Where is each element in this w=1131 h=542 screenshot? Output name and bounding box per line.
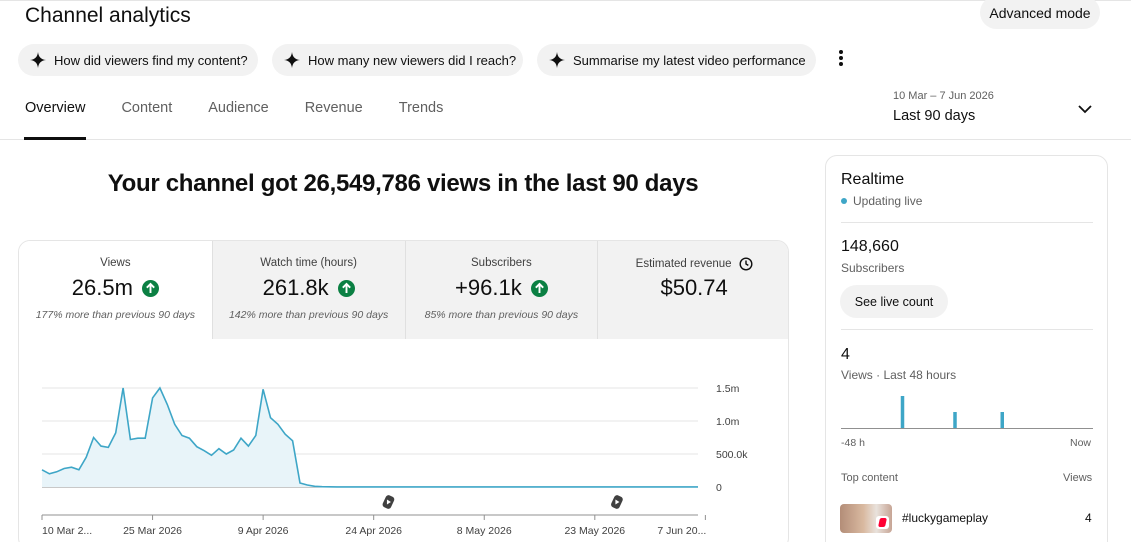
views-column-label: Views: [1063, 472, 1093, 484]
divider: [841, 329, 1093, 330]
trend-up-icon: [337, 279, 355, 297]
x-tick-label: 25 Mar 2026: [123, 525, 182, 537]
metric-label: Estimated revenue: [598, 257, 788, 271]
x-tick-label: 24 Apr 2026: [345, 525, 402, 537]
shorts-icon-play: [615, 499, 620, 505]
video-thumbnail[interactable]: [840, 504, 892, 533]
suggestion-chip-viewers-find[interactable]: How did viewers find my content?: [18, 44, 258, 76]
tab-bar: Overview Content Audience Revenue Trends: [23, 100, 479, 140]
chip-label: Summarise my latest video performance: [573, 52, 806, 68]
trend-up-icon: [141, 279, 159, 297]
divider: [841, 222, 1093, 223]
live-status: Updating live: [841, 194, 922, 208]
chevron-down-icon[interactable]: [1077, 101, 1093, 117]
realtime-views-count: 4: [841, 346, 850, 363]
y-tick-label: 1.5m: [716, 383, 740, 395]
more-options-icon[interactable]: [833, 48, 849, 68]
tab-content[interactable]: Content: [121, 100, 173, 116]
subscriber-count: 148,660: [841, 238, 899, 255]
page-title: Channel analytics: [25, 4, 191, 27]
metric-watch-time[interactable]: Watch time (hours) 261.8k 142% more than…: [211, 241, 405, 339]
metric-value: 261.8k: [213, 275, 405, 301]
realtime-bar: [900, 396, 905, 428]
views-line: [41, 386, 698, 488]
tab-revenue[interactable]: Revenue: [304, 100, 363, 116]
date-range-label: Last 90 days: [893, 108, 976, 124]
suggestion-chip-new-viewers[interactable]: How many new viewers did I reach?: [272, 44, 523, 76]
metric-comparison: 142% more than previous 90 days: [228, 309, 389, 321]
metric-views[interactable]: Views 26.5m 177% more than previous 90 d…: [19, 241, 212, 339]
sparkle-icon: [30, 52, 46, 68]
metric-comparison: 177% more than previous 90 days: [35, 309, 196, 321]
x-tick-label: 9 Apr 2026: [238, 525, 289, 537]
x-tick-label: 23 May 2026: [564, 525, 625, 537]
realtime-bar-chart: [841, 396, 1093, 429]
x-tick-label: 8 May 2026: [457, 525, 512, 537]
metric-value: 26.5m: [19, 275, 212, 301]
top-content-title[interactable]: #luckygameplay: [902, 511, 989, 525]
sparkle-icon: [284, 52, 300, 68]
overview-card: Views 26.5m 177% more than previous 90 d…: [18, 240, 789, 542]
shorts-icon: [382, 495, 395, 509]
metric-value: +96.1k: [406, 275, 598, 301]
y-tick-label: 0: [716, 482, 722, 494]
metric-value: $50.74: [660, 275, 728, 300]
subscriber-label: Subscribers: [841, 261, 905, 275]
sparkle-icon: [549, 52, 565, 68]
metric-tabs: Views 26.5m 177% more than previous 90 d…: [19, 241, 788, 339]
shorts-icon: [876, 516, 889, 529]
realtime-bar: [953, 412, 957, 428]
metric-label: Watch time (hours): [260, 257, 357, 269]
realtime-axis-start: -48 h: [841, 437, 865, 449]
realtime-bar: [1000, 412, 1004, 428]
y-tick-label: 500.0k: [716, 449, 748, 461]
trend-up-icon: [530, 279, 548, 297]
tab-overview[interactable]: Overview: [23, 100, 87, 140]
metric-estimated-revenue[interactable]: Estimated revenue $50.74: [597, 241, 788, 339]
metric-subscribers[interactable]: Subscribers +96.1k 85% more than previou…: [404, 241, 598, 339]
live-dot-icon: [841, 198, 847, 204]
advanced-mode-button[interactable]: Advanced mode: [980, 0, 1100, 29]
tab-audience[interactable]: Audience: [208, 100, 269, 116]
tab-trends[interactable]: Trends: [398, 100, 444, 116]
realtime-views-label: Views · Last 48 hours: [841, 368, 957, 382]
chip-label: How many new viewers did I reach?: [308, 52, 517, 68]
top-divider: [0, 0, 1131, 1]
y-tick-label: 1.0m: [716, 416, 740, 428]
views-chart: 0 500.0k 1.0m 1.5m 10 Mar 2... 25 Mar 2026 9 A…: [41, 383, 748, 537]
page-header: Channel analytics Advanced mode How did …: [0, 0, 1131, 140]
top-content-label: Top content: [841, 472, 898, 484]
realtime-title: Realtime: [841, 171, 905, 188]
realtime-axis-end: Now: [1070, 437, 1092, 449]
suggestion-chip-summarise[interactable]: Summarise my latest video performance: [537, 44, 816, 76]
see-live-count-button[interactable]: See live count: [840, 285, 948, 318]
shorts-icon: [611, 495, 623, 509]
metric-label: Subscribers: [471, 257, 532, 269]
x-tick-label: 7 Jun 20...: [657, 525, 706, 537]
clock-icon: [739, 257, 753, 271]
date-range-dates: 10 Mar – 7 Jun 2026: [893, 90, 994, 102]
date-range-selector[interactable]: 10 Mar – 7 Jun 2026 Last 90 days: [893, 90, 994, 124]
x-tick-label: 10 Mar 2...: [42, 525, 92, 537]
metric-label: Views: [100, 257, 131, 269]
views-area: [42, 388, 698, 487]
realtime-card: Realtime Updating live 148,660 Subscribe…: [825, 155, 1108, 542]
top-content-views: 4: [1085, 511, 1092, 525]
chip-label: How did viewers find my content?: [54, 52, 248, 68]
shorts-icon-play: [386, 499, 391, 505]
views-headline: Your channel got 26,549,786 views in the…: [107, 170, 699, 197]
metric-comparison: 85% more than previous 90 days: [424, 309, 579, 321]
live-status-text: Updating live: [853, 194, 923, 208]
